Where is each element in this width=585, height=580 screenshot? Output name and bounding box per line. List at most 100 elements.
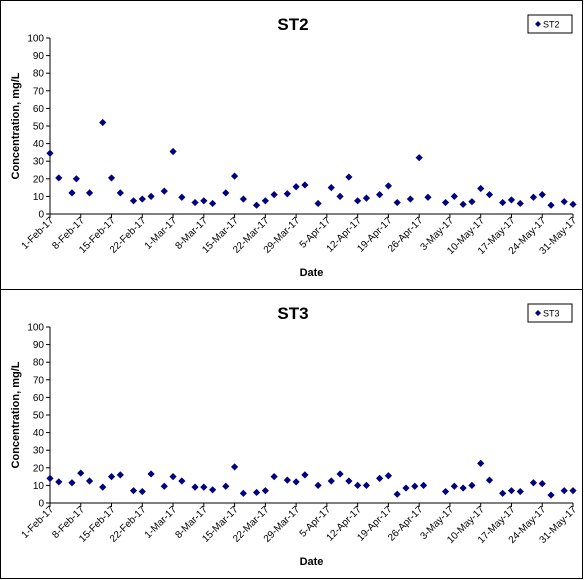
y-tick-label: 0 [38,210,44,221]
data-point [292,478,300,486]
data-point [209,199,217,208]
data-point [547,491,555,499]
legend-marker [535,310,541,316]
data-point [485,476,494,484]
data-point [46,149,54,157]
data-point [560,487,568,495]
chart-title: ST3 [277,304,308,323]
data-point [499,489,507,497]
data-point [178,193,186,201]
data-point [222,189,230,197]
data-point [560,198,568,206]
chart-panel-st3: ST3 0 10 20 30 40 50 60 70 80 90 100 1-Feb-17 8-Feb-1… [0,289,583,579]
data-point [415,154,423,162]
data-point [209,486,217,494]
data-point [129,487,138,495]
data-point [169,473,177,481]
data-point [468,481,476,489]
data-point [239,195,247,203]
data-point [239,489,247,497]
data-point [516,487,524,496]
data-point [327,477,335,485]
data-point [569,200,577,208]
data-point [270,473,278,481]
y-axis-title: Concentration, mg/L [10,72,22,179]
legend-marker [535,21,541,27]
data-point [547,201,555,209]
data-point [354,197,362,205]
data-point [441,487,450,496]
chart-st2: ST201020304050607080901001-Feb-178-Feb-1… [10,14,579,279]
data-point [516,199,524,208]
y-tick-label: 40 [33,428,45,439]
data-point [336,192,344,200]
data-point [116,471,124,479]
data-point [314,199,322,208]
data-point [116,189,124,197]
legend: ST3 [527,303,573,323]
data-point [160,482,168,490]
data-point [160,187,168,195]
y-tick-label: 20 [33,174,45,185]
data-point [327,184,335,192]
data-point [55,478,63,486]
y-tick-label: 50 [33,122,45,133]
data-point [477,459,485,467]
data-point [68,479,76,487]
y-tick-label: 70 [33,375,45,386]
data-point [362,194,371,202]
data-point [384,472,393,480]
legend-label: ST2 [543,20,560,30]
y-tick-label: 40 [33,139,45,150]
data-point [485,191,494,199]
data-point [345,173,353,181]
data-point [283,476,291,484]
data-point [68,189,76,197]
x-axis-title: Date [300,267,324,279]
legend: ST2 [527,14,573,34]
x-tick-label: 1-Mar-17 [143,504,180,541]
data-point [354,481,362,489]
legend-label: ST3 [543,309,560,319]
data-point [261,197,269,205]
data-point [459,484,467,492]
data-point [569,487,577,495]
data-point [529,193,538,201]
data-point [376,191,384,199]
data-point [529,479,538,487]
data-point [191,483,199,491]
data-point [99,118,107,127]
y-tick-label: 60 [33,393,45,404]
data-point [345,477,353,485]
chart-title: ST2 [277,15,308,34]
data-point [393,490,401,498]
chart-st3: ST301020304050607080901001-Feb-178-Feb-1… [10,303,579,568]
y-tick-label: 100 [27,323,44,334]
data-point [499,198,507,207]
data-point [191,198,199,207]
data-point [85,189,94,197]
y-axis-title: Concentration, mg/L [10,361,22,468]
y-tick-label: 70 [33,86,45,97]
data-point [468,198,476,206]
data-point [77,469,85,477]
data-point [362,481,371,489]
data-point [507,196,516,204]
data-point [46,474,54,482]
legend-box [527,303,573,323]
data-point [283,190,291,198]
y-tick-label: 10 [33,192,45,203]
y-tick-label: 80 [33,69,45,80]
y-tick-label: 30 [33,157,45,168]
data-point [314,481,322,489]
y-tick-label: 90 [33,340,45,351]
y-tick-label: 10 [33,481,45,492]
data-point [252,488,261,497]
y-tick-label: 0 [38,499,44,510]
data-point [85,477,94,485]
data-point [424,193,432,201]
data-point [538,480,546,488]
data-point [450,192,458,200]
data-point [200,197,208,205]
data-point [129,197,138,205]
